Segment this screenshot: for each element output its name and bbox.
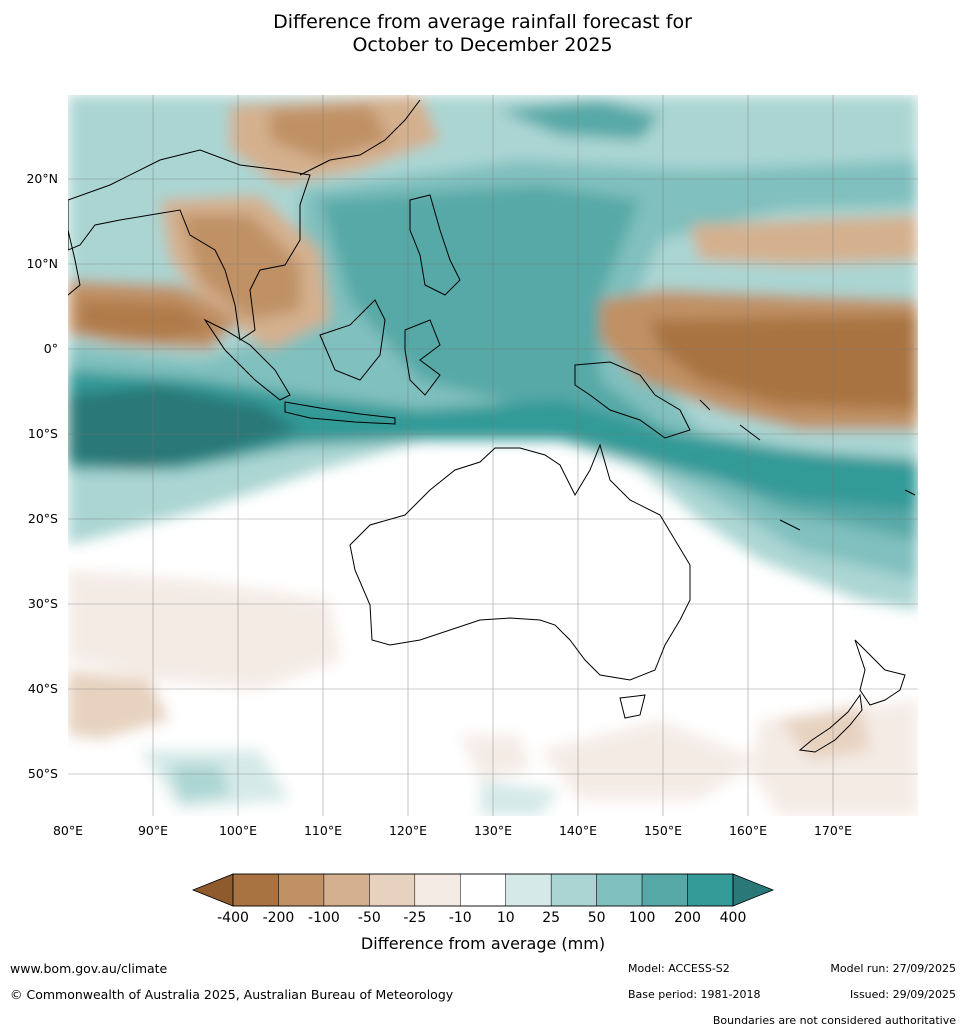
colorbar-swatch (323, 873, 370, 907)
coastlines (68, 99, 916, 753)
borneo-coastline (319, 299, 386, 381)
colorbar-tick-label: 200 (674, 910, 701, 926)
lon-label: 170°E (814, 823, 852, 838)
mainland-se-asia-coastline (68, 149, 311, 341)
colorbar-tick-label: 10 (497, 910, 515, 926)
colorbar-swatch (505, 873, 552, 907)
model-text: Model: ACCESS-S2 (628, 962, 730, 975)
lon-label: 80°E (53, 823, 83, 838)
lon-label: 160°E (729, 823, 767, 838)
lat-label: 40°S (28, 681, 58, 696)
colorbar-tick-label: 25 (542, 910, 560, 926)
new-guinea-coastline (574, 361, 691, 439)
colorbar-swatch (460, 873, 506, 907)
lon-label: 90°E (138, 823, 168, 838)
base-period-text: Base period: 1981-2018 (628, 988, 761, 1001)
lon-label: 120°E (389, 823, 427, 838)
colorbar-tick-label: -400 (217, 910, 249, 926)
website-link[interactable]: www.bom.gov.au/climate (10, 961, 168, 976)
lat-label: 10°S (28, 426, 58, 441)
china-coastline (299, 99, 421, 176)
colorbar-tick-label: 100 (629, 910, 656, 926)
colorbar-legend: -400 -200 -100 -50 -25 -10 10 25 50 100 200 400 Dif… (191, 873, 775, 953)
title-line-1: Difference from average rainfall forecas… (273, 11, 692, 33)
graticule (68, 95, 918, 816)
lat-label: 0° (44, 341, 58, 356)
latitude-axis: 20°N 10°N 0° 10°S 20°S 30°S 40°S 50°S (26, 171, 58, 781)
new-zealand-north-coastline (854, 639, 906, 706)
lon-label: 130°E (474, 823, 512, 838)
colorbar-tick-label: -200 (263, 910, 295, 926)
colorbar-tick-label: -50 (358, 910, 381, 926)
colorbar-title: Difference from average (mm) (361, 934, 605, 953)
new-zealand-south-coastline (798, 693, 863, 753)
longitude-axis: 80°E 90°E 100°E 110°E 120°E 130°E 140°E … (53, 823, 852, 838)
colorbar-tick-label: -25 (403, 910, 426, 926)
lon-label: 110°E (304, 823, 342, 838)
colorbar-tick-label: -10 (449, 910, 472, 926)
model-run-text: Model run: 27/09/2025 (830, 962, 956, 975)
colorbar-swatch (414, 873, 461, 907)
copyright-text: © Commonwealth of Australia 2025, Austra… (10, 987, 454, 1002)
australia-coastline (349, 443, 691, 681)
colorbar-tick-label: -100 (308, 910, 340, 926)
lat-label: 20°N (26, 171, 58, 186)
india-coastline (68, 229, 81, 296)
lat-label: 50°S (28, 766, 58, 781)
lat-label: 10°N (26, 256, 58, 271)
title-line-2: October to December 2025 (352, 34, 613, 56)
colorbar-tick-label: 400 (720, 910, 747, 926)
sumatra-coastline (203, 318, 291, 401)
colorbar-tick-label: 50 (588, 910, 606, 926)
colorbar-swatch (550, 873, 597, 907)
pacific-islands (699, 399, 916, 531)
colorbar-swatch (232, 873, 279, 907)
lat-label: 30°S (28, 596, 58, 611)
colorbar-swatch (278, 873, 325, 907)
tasmania-coastline (619, 694, 646, 719)
colorbar-swatch (687, 873, 734, 907)
lon-label: 100°E (219, 823, 257, 838)
lat-label: 20°S (28, 511, 58, 526)
colorbar-swatch (641, 873, 688, 907)
java-coastline (284, 401, 396, 425)
lon-label: 150°E (644, 823, 682, 838)
issued-text: Issued: 29/09/2025 (849, 988, 956, 1001)
colorbar-extend-low (191, 873, 234, 907)
colorbar-extend-high (732, 873, 775, 907)
sulawesi-coastline (404, 319, 441, 396)
boundaries-note: Boundaries are not considered authoritat… (712, 1014, 956, 1027)
philippines-coastline (409, 194, 461, 296)
colorbar-swatch (596, 873, 643, 907)
colorbar-swatch (369, 873, 416, 907)
lon-label: 140°E (559, 823, 597, 838)
rainfall-anomaly-map (68, 95, 918, 816)
